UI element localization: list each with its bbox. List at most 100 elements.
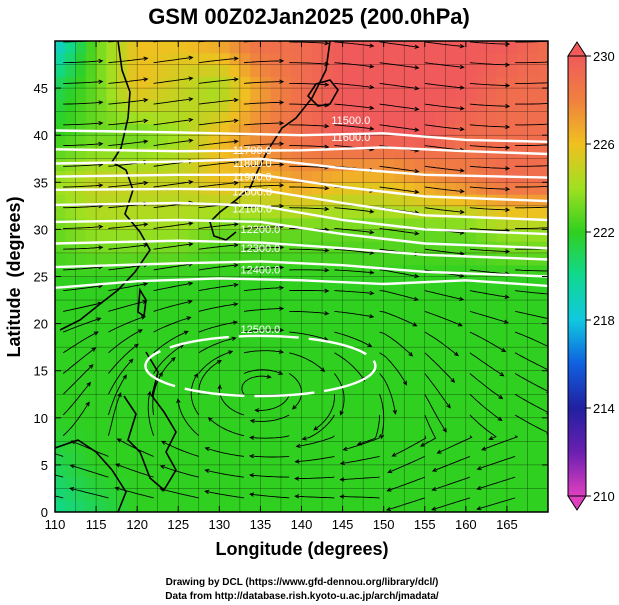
streamline-arrowhead: [324, 123, 330, 129]
heatmap-cell: [106, 370, 118, 384]
heatmap-cell: [465, 264, 477, 278]
heatmap-cell: [445, 500, 457, 512]
heatmap-cell: [517, 429, 529, 442]
heatmap-cell: [342, 335, 354, 348]
heatmap-cell: [116, 406, 128, 419]
heatmap-cell: [435, 276, 446, 289]
heatmap-cell: [332, 76, 344, 89]
streamline-arrowhead: [188, 55, 194, 61]
streamline-arrowhead: [188, 281, 194, 286]
heatmap-cell: [435, 146, 446, 160]
heatmap-cell: [209, 453, 220, 466]
heatmap-cell: [157, 41, 169, 54]
streamline-arrowhead: [369, 270, 375, 275]
heatmap-cell: [393, 453, 405, 466]
heatmap-cell: [260, 182, 272, 195]
heatmap-cell: [311, 264, 323, 278]
heatmap-cell: [157, 88, 169, 101]
heatmap-cell: [404, 300, 416, 313]
heatmap-cell: [198, 123, 210, 136]
heatmap-cell: [157, 229, 169, 242]
heatmap-cell: [363, 347, 374, 360]
streamline: [289, 186, 329, 189]
heatmap-cell: [219, 276, 231, 289]
heatmap-cell: [147, 76, 159, 89]
heatmap-cell: [424, 123, 436, 136]
heatmap-cell: [291, 229, 303, 242]
heatmap-cell: [537, 52, 548, 66]
streamline-arrowhead: [450, 378, 456, 383]
streamline-arrowhead: [114, 486, 120, 491]
streamline-arrowhead: [204, 446, 210, 452]
heatmap-cell: [198, 99, 210, 113]
heatmap-cell: [476, 441, 487, 454]
heatmap-cell: [178, 347, 190, 360]
colorbar-tick-label: 226: [593, 137, 615, 152]
heatmap-cell: [301, 500, 313, 512]
heatmap-cell: [424, 394, 436, 407]
heatmap-cell: [486, 300, 498, 313]
heatmap-cell: [383, 323, 395, 336]
streamline: [295, 476, 335, 480]
heatmap-cell: [537, 76, 548, 89]
contour-label: 12300.0: [241, 243, 281, 255]
heatmap-cell: [167, 99, 179, 113]
heatmap-cell: [250, 123, 262, 136]
x-axis-label: Longitude (degrees): [215, 539, 388, 559]
heatmap-cell: [476, 88, 487, 101]
streamline-arrowhead: [342, 446, 348, 451]
heatmap-cell: [96, 99, 107, 113]
heatmap-cell: [496, 52, 508, 66]
heatmap-cell: [291, 382, 303, 395]
heatmap-cell: [209, 323, 220, 336]
heatmap-cell: [209, 194, 220, 207]
heatmap-cell: [414, 453, 426, 466]
heatmap-cell: [342, 406, 354, 419]
heatmap-cell: [311, 252, 323, 266]
streamline-arrowhead: [69, 464, 75, 469]
streamline: [289, 269, 329, 271]
heatmap-cell: [455, 358, 467, 372]
heatmap-cell: [291, 264, 303, 278]
heatmap-cell: [55, 182, 66, 195]
heatmap-cell: [332, 300, 344, 313]
heatmap-cell: [352, 429, 364, 442]
streamline: [198, 264, 238, 271]
heatmap-cell: [167, 311, 179, 325]
heatmap-cell: [188, 229, 200, 242]
heatmap-cell: [198, 229, 210, 242]
heatmap-cell: [96, 406, 107, 419]
heatmap-cell: [209, 123, 220, 136]
y-tick-label: 45: [34, 81, 48, 96]
streamline: [424, 124, 464, 130]
heatmap-cell: [96, 123, 107, 136]
heatmap-cell: [342, 288, 354, 301]
heatmap-cell: [75, 194, 87, 207]
heatmap-cell: [116, 370, 128, 384]
streamline-arrowhead: [233, 180, 239, 186]
heatmap-cell: [301, 217, 313, 231]
heatmap-cell: [291, 76, 303, 89]
heatmap-cell: [116, 323, 128, 336]
heatmap-cell: [250, 205, 262, 219]
heatmap-cell: [157, 394, 169, 407]
heatmap-cell: [126, 99, 138, 113]
heatmap-cell: [435, 429, 446, 442]
heatmap-cell: [198, 241, 210, 254]
heatmap-cell: [424, 52, 436, 66]
heatmap-cell: [393, 358, 405, 372]
heatmap-cell: [393, 158, 405, 172]
heatmap-cell: [137, 347, 149, 360]
heatmap-cell: [55, 394, 66, 407]
heatmap-cell: [414, 194, 426, 207]
heatmap-cell: [219, 347, 231, 360]
streamline: [469, 41, 509, 45]
streamline-arrowhead: [459, 126, 465, 132]
heatmap-cell: [465, 52, 477, 66]
streamline-arrowhead: [186, 316, 192, 321]
heatmap-cell: [75, 264, 87, 278]
heatmap-cell: [414, 76, 426, 89]
streamline: [477, 455, 516, 470]
